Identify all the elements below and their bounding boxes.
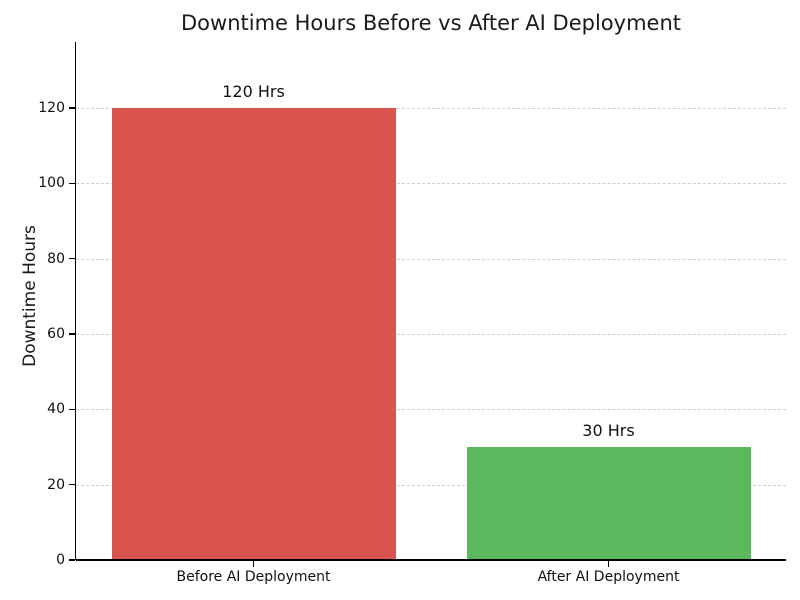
x-tick-mark-2 (607, 561, 610, 567)
y-tick-mark-80 (69, 257, 75, 260)
y-tick-mark-40 (69, 408, 75, 410)
gridline-40 (76, 409, 786, 411)
y-axis-spine (74, 42, 76, 560)
bar-2 (466, 446, 751, 560)
y-tick-label-120: 120 (38, 99, 65, 116)
gridline-100 (76, 183, 786, 185)
y-tick-label-40: 40 (47, 401, 65, 418)
y-tick-mark-20 (69, 483, 75, 486)
y-tick-mark-60 (69, 333, 75, 335)
x-tick-label-2: After AI Deployment (537, 569, 680, 585)
plot-area: 120 Hrs 30 Hrs (76, 42, 786, 560)
y-tick-label-60: 60 (47, 325, 65, 342)
bar-value-label-1: 120 Hrs (222, 81, 285, 101)
y-tick-label-20: 20 (47, 476, 65, 493)
chart-title: Downtime Hours Before vs After AI Deploy… (181, 11, 681, 35)
gridline-80 (76, 258, 786, 260)
gridline-120 (76, 107, 786, 109)
y-axis-label: Downtime Hours (20, 225, 40, 367)
y-tick-mark-120 (69, 107, 75, 109)
gridline-60 (76, 333, 786, 335)
y-tick-mark-0 (69, 559, 75, 561)
bar-value-label-2: 30 Hrs (582, 420, 635, 440)
x-tick-mark-1 (252, 561, 255, 567)
y-tick-label-100: 100 (38, 175, 65, 192)
x-tick-label-1: Before AI Deployment (176, 569, 331, 585)
y-tick-label-0: 0 (56, 552, 65, 568)
y-tick-mark-100 (69, 182, 75, 184)
y-tick-label-80: 80 (47, 250, 65, 267)
gridline-20 (76, 484, 786, 486)
x-axis-spine (76, 559, 786, 561)
bar-1 (111, 107, 396, 560)
